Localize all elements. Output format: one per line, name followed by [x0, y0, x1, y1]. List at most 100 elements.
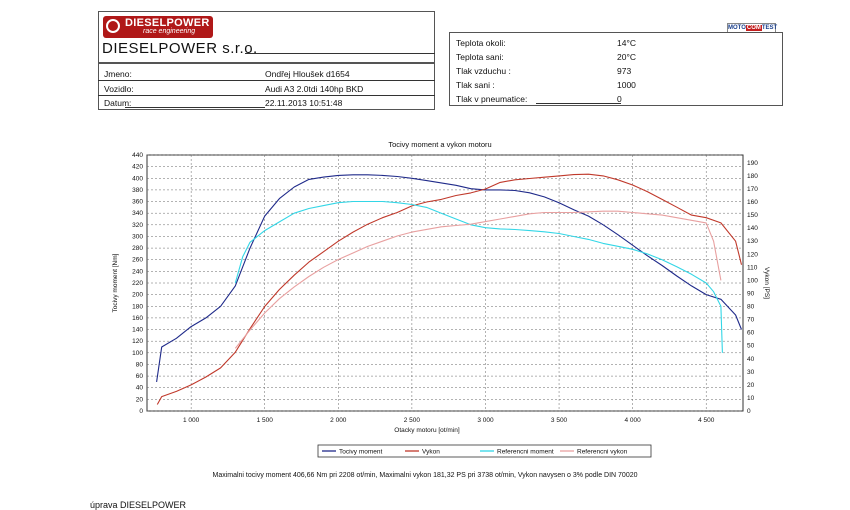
- y-axis-label: Tocivy moment [Nm]: [112, 253, 119, 312]
- y2-tick-label: 190: [747, 160, 758, 167]
- dieselpower-logo: DIESELPOWER race engineering: [103, 16, 213, 38]
- y2-tick-label: 20: [747, 382, 755, 389]
- y2-tick-label: 100: [747, 277, 758, 284]
- series-torque-line: [156, 174, 743, 382]
- y2-tick-label: 150: [747, 212, 758, 219]
- header-block: [98, 11, 435, 63]
- y2-tick-label: 180: [747, 173, 758, 180]
- y-tick-label: 0: [139, 408, 143, 415]
- y-tick-label: 140: [132, 327, 143, 334]
- company-underline: [245, 53, 435, 54]
- y-axis-right: 0 10 20 30 40 50 60 70 80 90 100 110 120 130 140 150 160…: [747, 160, 758, 415]
- field-label-datum: Datum:: [104, 98, 132, 108]
- y2-tick-label: 130: [747, 238, 758, 245]
- y2-tick-label: 70: [747, 317, 755, 324]
- y2-tick-label: 90: [747, 290, 755, 297]
- y-tick-label: 340: [132, 210, 143, 217]
- y-tick-label: 220: [132, 280, 143, 287]
- cond-label-tlak-sani: Tlak sani :: [456, 80, 495, 90]
- field-value-vozidlo: Audi A3 2.0tdi 140hp BKD: [265, 84, 364, 94]
- y-tick-label: 400: [132, 175, 143, 182]
- datum-underline: [125, 107, 265, 108]
- y2-tick-label: 80: [747, 304, 755, 311]
- x-tick-label: 2 000: [330, 417, 347, 424]
- y2-tick-label: 50: [747, 343, 755, 350]
- y2-tick-label: 110: [747, 264, 758, 271]
- company-name: DIESELPOWER s.r.o.: [102, 40, 258, 57]
- legend-label: Referencni vykon: [577, 449, 628, 456]
- x-tick-label: 4 500: [698, 417, 715, 424]
- x-tick-label: 1 500: [257, 417, 274, 424]
- logo-emblem-icon: [106, 19, 120, 33]
- field-label-jmeno: Jmeno:: [104, 69, 132, 79]
- cond-label-tlak-vzduchu: Tlak vzduchu :: [456, 66, 511, 76]
- cond-value-teplota-sani: 20°C: [617, 52, 636, 62]
- signature: úprava DIESELPOWER: [90, 500, 187, 510]
- divider: [98, 80, 435, 81]
- x-axis: 1 000 1 500 2 000 2 500 3 000 3 500 4 000 4 500: [183, 417, 715, 424]
- y2-tick-label: 160: [747, 199, 758, 206]
- chart-title: Tocivy moment a vykon motoru: [388, 140, 491, 149]
- x-tick-label: 2 500: [404, 417, 421, 424]
- x-tick-label: 1 000: [183, 417, 200, 424]
- y-axis-left: 0 20 40 60 80 100 120 140 160 180 200 220 240 260 280 3…: [132, 152, 143, 415]
- y2-tick-label: 40: [747, 356, 755, 363]
- series-ref-power-line: [234, 210, 722, 349]
- series-group: [156, 173, 743, 405]
- y-tick-label: 380: [132, 187, 143, 194]
- cond-value-tlak-vzduchu: 973: [617, 66, 632, 76]
- legend-label: Tocivy moment: [339, 449, 383, 456]
- y2-tick-label: 170: [747, 186, 758, 193]
- x-tick-label: 3 000: [477, 417, 494, 424]
- series-power-line: [156, 173, 743, 405]
- x-tick-label: 4 000: [624, 417, 641, 424]
- field-label-vozidlo: Vozidlo:: [104, 84, 134, 94]
- legend-label: Referencni moment: [497, 449, 554, 456]
- y2-tick-label: 30: [747, 369, 755, 376]
- y-tick-label: 320: [132, 222, 143, 229]
- vehicle-info-block: [98, 63, 435, 110]
- y2-axis-label: Vykon [PS]: [763, 267, 770, 299]
- badge-left: MOTO: [728, 25, 746, 31]
- cond-value-tlak-sani: 1000: [617, 80, 636, 90]
- cond-label-tlak-pneumatice: Tlak v pneumatice:: [456, 94, 528, 104]
- y-tick-label: 300: [132, 233, 143, 240]
- series-ref-torque-line: [234, 200, 723, 353]
- logo-subtext: race engineering: [143, 28, 196, 35]
- y-tick-label: 280: [132, 245, 143, 252]
- conditions-block: [449, 32, 783, 106]
- summary-note: Maximalni tocivy moment 406,66 Nm pri 22…: [212, 472, 638, 479]
- y-tick-label: 180: [132, 303, 143, 310]
- legend-label: Vykon: [422, 449, 440, 456]
- pneumatice-underline: [536, 103, 621, 104]
- field-value-datum: 22.11.2013 10:51:48: [265, 98, 343, 108]
- field-value-jmeno: Ondřej Hloušek d1654: [265, 69, 350, 79]
- x-axis-label: Otacky motoru [ot/min]: [394, 427, 460, 434]
- badge-mid: COM: [745, 25, 762, 31]
- divider: [98, 95, 435, 96]
- y2-tick-label: 120: [747, 251, 758, 258]
- y-tick-label: 80: [136, 361, 144, 368]
- x-tick-label: 3 500: [551, 417, 568, 424]
- y-tick-label: 420: [132, 164, 143, 171]
- y-tick-label: 40: [136, 385, 144, 392]
- y-tick-label: 60: [136, 373, 144, 380]
- y2-tick-label: 140: [747, 225, 758, 232]
- cond-value-tlak-pneumatice: 0: [617, 94, 622, 104]
- logo-text: DIESELPOWER: [125, 17, 210, 29]
- cond-label-teplota-sani: Teplota sani:: [456, 52, 504, 62]
- cond-value-teplota-okoli: 14°C: [617, 38, 636, 48]
- y-tick-label: 360: [132, 199, 143, 206]
- grid: [147, 154, 743, 412]
- legend: Tocivy moment Vykon Referencni moment Refer…: [322, 449, 628, 456]
- y-tick-label: 100: [132, 350, 143, 357]
- y-tick-label: 160: [132, 315, 143, 322]
- y-tick-label: 440: [132, 152, 143, 159]
- y-tick-label: 120: [132, 338, 143, 345]
- y2-tick-label: 0: [747, 408, 751, 415]
- y-tick-label: 20: [136, 396, 144, 403]
- y-tick-label: 260: [132, 257, 143, 264]
- badge-right: TEST: [761, 25, 778, 31]
- y-tick-label: 240: [132, 268, 143, 275]
